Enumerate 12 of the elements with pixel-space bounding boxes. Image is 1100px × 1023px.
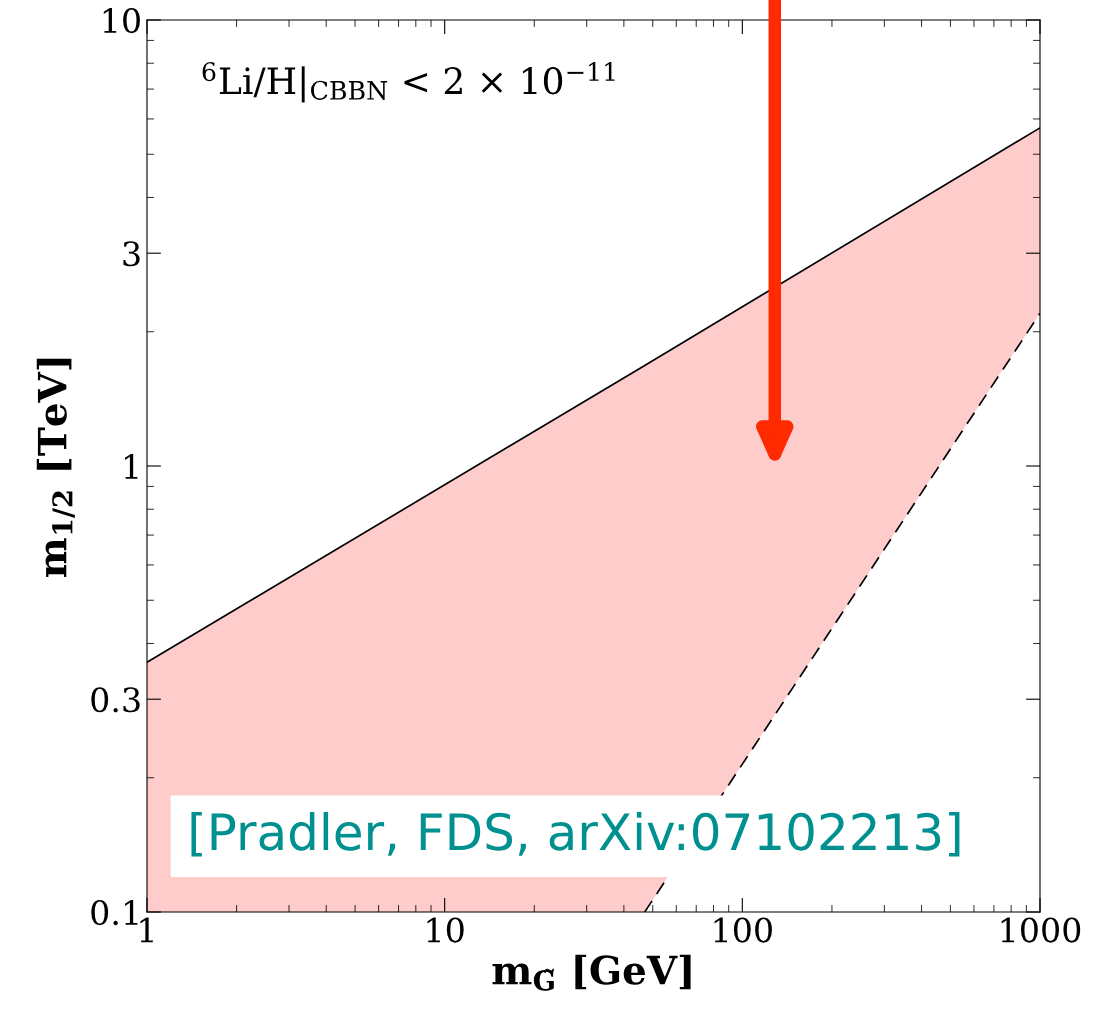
x-tick-label: 100 (714, 917, 772, 943)
y-tick-label: 10 (103, 7, 140, 34)
y-tick-label: 1 (125, 453, 138, 479)
x-axis-title: m$_{G̃}$ [GeV] (492, 954, 691, 991)
annotation: $^{6}$Li/H|$_{CBBN}$ < 2 × 10$^{−11}$ (202, 62, 615, 103)
y-tick-label: 0.3 (91, 687, 140, 713)
y-axis-title: m$_{1/2}$ [TeV] (36, 358, 75, 578)
annotation: [Pradler, FDS, arXiv:07102213] (191, 811, 960, 857)
y-tick-label: 0.1 (91, 899, 138, 926)
y-tick-label: 3 (123, 241, 140, 267)
x-tick-label: 10 (427, 917, 464, 943)
x-tick-label: 1000 (1001, 917, 1081, 943)
